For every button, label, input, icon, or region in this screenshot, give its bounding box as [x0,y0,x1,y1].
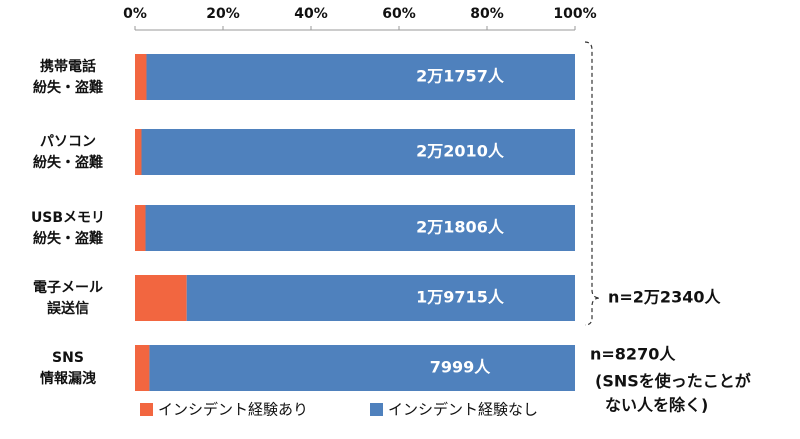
x-tick-label: 0% [123,6,147,22]
bar-segment [135,54,147,100]
bar-segment [186,275,575,321]
category-label: パソコン [40,134,96,150]
category-label: 電子メール [33,279,103,296]
category-label: SNS [52,350,84,366]
data-label: 2万2010人 [416,142,505,161]
data-label: 1万9715人 [416,288,505,307]
legend-label: インシデント経験あり [158,401,308,419]
bar-segment [135,205,146,251]
x-tick-label: 20% [206,6,240,22]
annotation: (SNSを使ったことが [595,372,751,391]
annotation: n=2万2340人 [608,288,721,307]
data-label: 2万1757人 [416,67,505,86]
x-tick-label: 100% [553,6,596,22]
annotation: ない人を除く) [605,396,708,415]
category-label: 紛失・盗難 [33,230,103,247]
category-label: 紛失・盗難 [33,79,103,96]
legend-swatch [140,403,153,416]
annotation: n=8270人 [590,345,676,364]
bar-segment [141,129,575,175]
bar-segment [146,54,575,100]
x-tick-label: 40% [294,6,328,22]
category-label: USBメモリ [31,210,105,226]
bar-segment [149,345,575,391]
category-label: 携帯電話 [40,58,96,75]
legend-label: インシデント経験なし [388,401,538,419]
bracket [584,41,601,326]
bar-segment [135,129,142,175]
x-tick-label: 80% [470,6,504,22]
category-label: 誤送信 [47,300,89,317]
category-label: 情報漏洩 [40,370,96,387]
data-label: 2万1806人 [416,218,505,237]
bar-segment [145,205,575,251]
data-label: 7999人 [430,358,492,377]
bar-segment [135,345,150,391]
category-label: 紛失・盗難 [33,154,103,171]
x-tick-label: 60% [382,6,416,22]
legend-swatch [370,403,383,416]
bar-segment [135,275,187,321]
